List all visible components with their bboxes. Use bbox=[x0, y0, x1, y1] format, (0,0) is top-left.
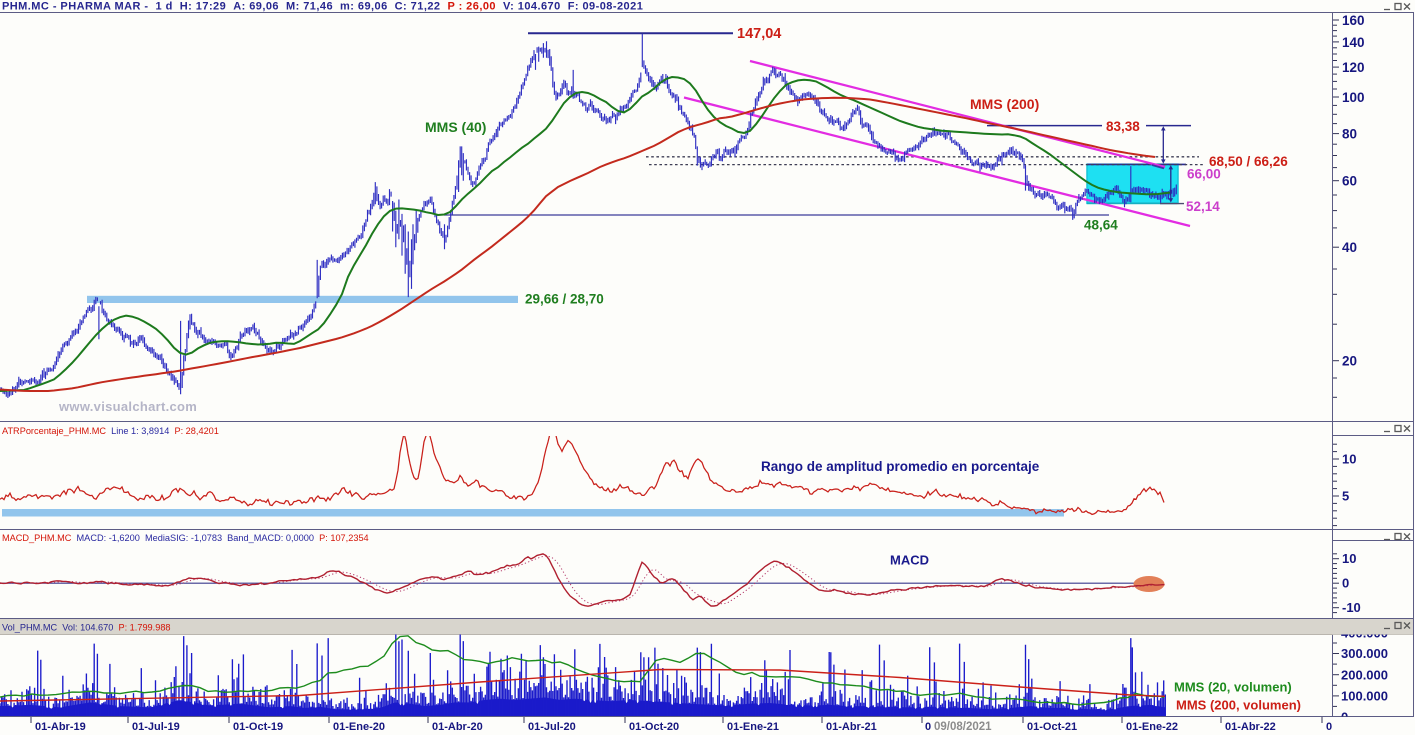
svg-text:140: 140 bbox=[1342, 35, 1365, 50]
svg-text:PHM.MC - PHARMA MAR - 1 d H:: PHM.MC - PHARMA MAR - 1 d H: 17:29 A: 69… bbox=[2, 1, 643, 13]
svg-text:48,64: 48,64 bbox=[1084, 218, 1118, 233]
svg-text:20: 20 bbox=[1342, 354, 1357, 369]
svg-text:83,38: 83,38 bbox=[1106, 119, 1140, 134]
svg-text:MMS (200): MMS (200) bbox=[970, 96, 1039, 112]
svg-text:01-Ene-20: 01-Ene-20 bbox=[333, 721, 385, 733]
svg-text:01-Oct-20: 01-Oct-20 bbox=[629, 721, 679, 733]
svg-text:120: 120 bbox=[1342, 60, 1365, 75]
svg-text:MMS (40): MMS (40) bbox=[425, 119, 486, 135]
svg-text:300.000: 300.000 bbox=[1341, 646, 1388, 661]
svg-text:80: 80 bbox=[1342, 127, 1357, 142]
svg-text:01-Ene-22: 01-Ene-22 bbox=[1126, 721, 1178, 733]
svg-text:Vol_PHM.MC Vol: 104.670 P: 1: Vol_PHM.MC Vol: 104.670 P: 1.799.988 bbox=[2, 623, 171, 633]
svg-text:01-Abr-22: 01-Abr-22 bbox=[1225, 721, 1276, 733]
svg-text:5: 5 bbox=[1342, 489, 1349, 504]
svg-text:www.visualchart.com: www.visualchart.com bbox=[58, 399, 197, 414]
svg-text:52,14: 52,14 bbox=[1186, 199, 1220, 214]
svg-text:01-Abr-20: 01-Abr-20 bbox=[432, 721, 483, 733]
svg-text:09/08/2021: 09/08/2021 bbox=[934, 721, 992, 733]
svg-text:01-Abr-19: 01-Abr-19 bbox=[35, 721, 86, 733]
svg-text:200.000: 200.000 bbox=[1341, 667, 1388, 682]
svg-text:0: 0 bbox=[1326, 721, 1332, 733]
svg-text:Rango de amplitud promedio en: Rango de amplitud promedio en porcentaje bbox=[761, 459, 1040, 474]
svg-text:01-Oct-21: 01-Oct-21 bbox=[1027, 721, 1077, 733]
svg-text:MMS (20, volumen): MMS (20, volumen) bbox=[1174, 680, 1292, 695]
svg-text:0: 0 bbox=[925, 721, 931, 733]
svg-text:MACD: MACD bbox=[890, 553, 929, 568]
svg-text:100: 100 bbox=[1342, 90, 1365, 105]
svg-text:10: 10 bbox=[1342, 452, 1356, 467]
svg-text:MMS (200, volumen): MMS (200, volumen) bbox=[1176, 698, 1301, 713]
svg-text:01-Oct-19: 01-Oct-19 bbox=[233, 721, 283, 733]
svg-text:ATRPorcentaje_PHM.MC Line 1:: ATRPorcentaje_PHM.MC Line 1: 3,8914 P: 2… bbox=[2, 426, 219, 436]
svg-text:0: 0 bbox=[1341, 710, 1348, 725]
svg-text:66,00: 66,00 bbox=[1187, 167, 1221, 182]
svg-text:01-Jul-19: 01-Jul-19 bbox=[132, 721, 180, 733]
svg-text:MACD_PHM.MC MACD: -1,6200 Me: MACD_PHM.MC MACD: -1,6200 MediaSIG: -1,0… bbox=[2, 533, 369, 543]
svg-text:01-Abr-21: 01-Abr-21 bbox=[826, 721, 877, 733]
svg-text:100.000: 100.000 bbox=[1341, 689, 1388, 704]
svg-text:0: 0 bbox=[1342, 576, 1349, 591]
svg-text:01-Jul-20: 01-Jul-20 bbox=[528, 721, 576, 733]
svg-text:29,66 / 28,70: 29,66 / 28,70 bbox=[525, 292, 604, 307]
svg-text:-10: -10 bbox=[1342, 600, 1361, 615]
svg-text:160: 160 bbox=[1342, 13, 1365, 28]
svg-text:10: 10 bbox=[1342, 551, 1356, 566]
svg-text:68,50 / 66,26: 68,50 / 66,26 bbox=[1209, 154, 1288, 169]
svg-text:60: 60 bbox=[1342, 174, 1357, 189]
svg-text:147,04: 147,04 bbox=[737, 26, 781, 42]
svg-text:01-Ene-21: 01-Ene-21 bbox=[727, 721, 779, 733]
svg-text:40: 40 bbox=[1342, 240, 1357, 255]
